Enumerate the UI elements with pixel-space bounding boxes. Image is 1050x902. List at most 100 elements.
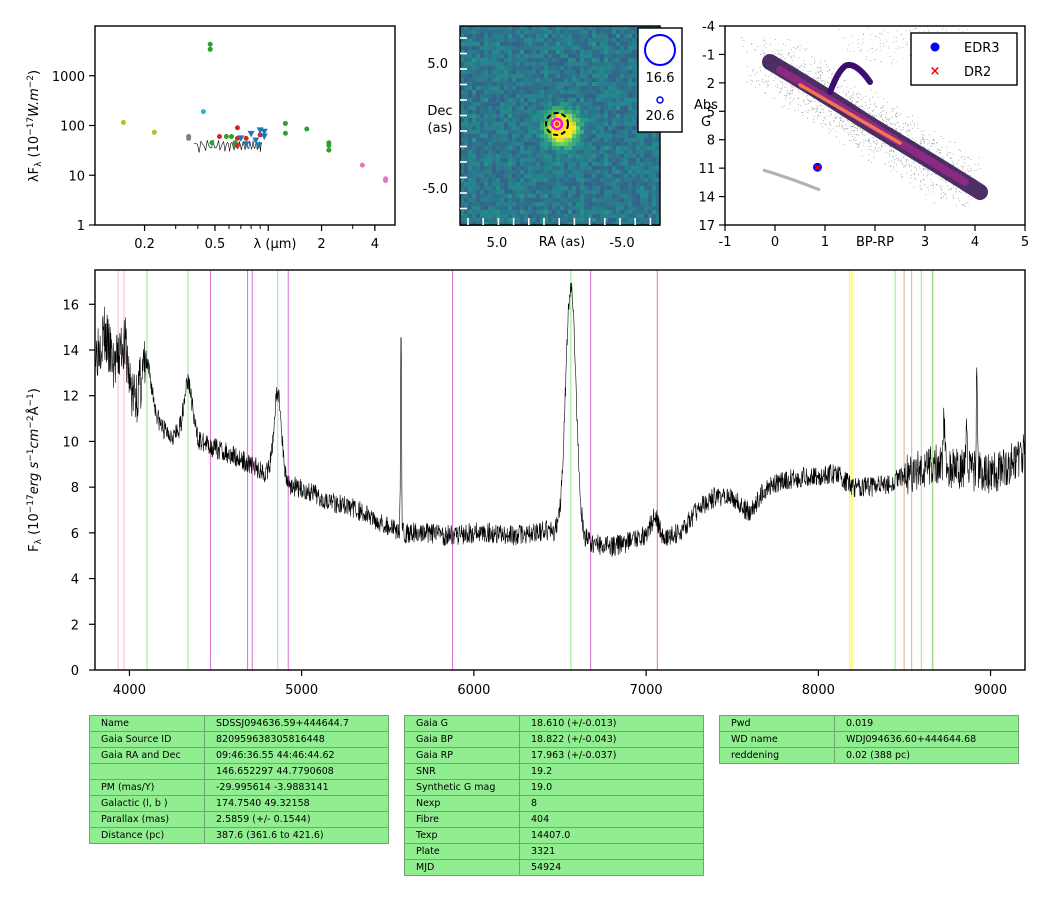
legend-circle-small [656,96,664,104]
image-pixel [524,150,528,154]
image-pixel [520,198,524,202]
image-pixel [508,126,512,130]
image-pixel [512,30,516,34]
image-pixel [480,154,484,158]
image-pixel [476,130,480,134]
image-pixel [544,198,548,202]
image-pixel [524,26,528,30]
image-pixel [620,30,624,34]
hr-field-star [746,66,748,68]
image-pixel [632,86,636,90]
image-pixel [516,54,520,58]
hr-field-star [914,178,916,180]
image-pixel [488,134,492,138]
sed-point [243,135,249,141]
image-pixel [564,50,568,54]
image-pixel [596,102,600,106]
image-pixel [584,126,588,130]
hr-field-star [833,119,835,121]
image-pixel [552,74,556,78]
image-pixel [576,178,580,182]
hr-field-star [831,114,832,116]
image-pixel [596,222,600,226]
image-pixel [480,166,484,170]
hr-field-star [764,53,766,54]
hr-field-star [867,28,869,30]
hr-legend-dr2-label: DR2 [964,65,991,80]
image-pixel [524,70,528,74]
image-pixel [576,210,580,214]
image-pixel [556,202,560,206]
image-pixel [636,182,640,186]
image-pixel [596,178,600,182]
image-pixel [576,134,580,138]
image-pixel [512,58,516,62]
hr-field-star [784,98,786,99]
image-pixel [524,118,528,122]
hr-field-star [788,55,790,57]
image-pixel [580,114,584,118]
hr-field-star [874,116,876,118]
image-pixel [616,154,620,158]
hr-field-star [800,66,802,68]
image-pixel [524,122,528,126]
hr-field-star [860,50,862,52]
image-pixel [516,82,520,86]
hr-field-star [807,112,809,113]
image-pixel [588,194,592,198]
image-pixel [512,142,516,146]
hr-field-star [820,79,822,81]
hr-field-star [852,99,853,101]
image-pixel [620,118,624,122]
image-pixel [560,62,564,66]
image-pixel [548,170,552,174]
image-pixel [580,46,584,50]
image-pixel [540,54,544,58]
hr-field-star [790,49,792,51]
image-pixel [612,70,616,74]
image-pixel [476,50,480,54]
image-pixel [624,194,628,198]
hr-field-star [920,143,922,145]
image-pixel [480,162,484,166]
hr-field-star [870,89,872,91]
image-pixel [512,146,516,150]
hr-ytick-label: 14 [698,191,715,206]
image-pixel [544,146,548,150]
hr-field-star [909,30,911,32]
image-pixel [652,150,656,154]
image-pixel [652,134,656,138]
image-pixel [500,134,504,138]
image-pixel [520,90,524,94]
image-pixel [576,166,580,170]
hr-field-star [870,60,872,62]
image-pixel [616,94,620,98]
image-pixel [472,218,476,222]
image-pixel [548,186,552,190]
image-pixel [644,134,648,138]
hr-field-star [907,135,909,136]
spectrum-ytick-label: 14 [62,344,79,359]
hr-field-star [889,151,891,152]
image-pixel [492,142,496,146]
image-pixel [560,30,564,34]
hr-field-star [881,143,883,145]
image-pixel [532,202,536,206]
image-pixel [628,86,632,90]
image-pixel [616,102,620,106]
image-pixel [496,114,500,118]
image-pixel [596,38,600,42]
image-pixel [524,210,528,214]
image-pixel [620,26,624,30]
hr-field-star [965,202,967,204]
hr-field-star [940,197,942,199]
image-pixel [528,214,532,218]
image-pixel [624,182,628,186]
hr-field-star [883,98,885,100]
hr-field-star [872,151,874,153]
image-pixel [600,182,604,186]
hr-field-star [889,48,890,50]
hr-field-star [832,128,834,130]
image-pixel [588,74,592,78]
